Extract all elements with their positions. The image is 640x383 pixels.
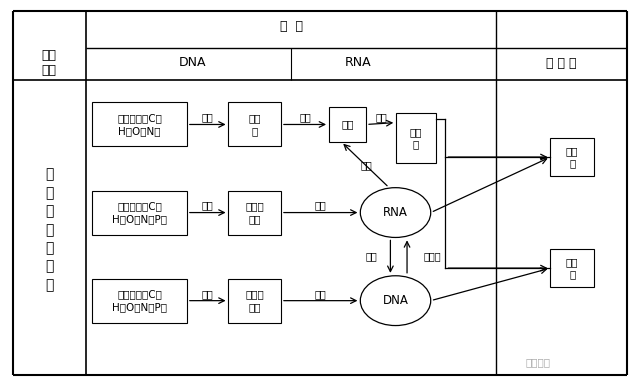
FancyBboxPatch shape — [329, 107, 366, 142]
Text: 聚合: 聚合 — [315, 201, 326, 211]
Text: 核糖
体: 核糖 体 — [566, 146, 579, 168]
Text: 翻译: 翻译 — [361, 160, 372, 170]
Text: 氨基
酸: 氨基 酸 — [248, 113, 261, 136]
FancyBboxPatch shape — [228, 190, 281, 234]
Text: 蛋白
质: 蛋白 质 — [410, 127, 422, 149]
Text: 转录: 转录 — [365, 252, 377, 262]
Text: 聚合: 聚合 — [315, 289, 326, 299]
Ellipse shape — [360, 188, 431, 237]
Text: 核糖核
苷酸: 核糖核 苷酸 — [245, 201, 264, 224]
Text: 高中生物: 高中生物 — [525, 357, 550, 367]
Text: 比较
项目: 比较 项目 — [42, 49, 57, 77]
Ellipse shape — [360, 276, 431, 326]
Text: 逆转录: 逆转录 — [424, 252, 442, 262]
Text: DNA: DNA — [383, 294, 408, 307]
Text: 折叠: 折叠 — [375, 113, 387, 123]
FancyBboxPatch shape — [92, 190, 187, 234]
FancyBboxPatch shape — [550, 138, 594, 176]
Text: 化学元素（C、
H、O、N）: 化学元素（C、 H、O、N） — [117, 113, 162, 136]
FancyBboxPatch shape — [550, 249, 594, 287]
FancyBboxPatch shape — [92, 102, 187, 146]
Text: 核  酸: 核 酸 — [280, 20, 303, 33]
Text: 蛋 白 质: 蛋 白 质 — [546, 57, 577, 70]
Text: 染色
体: 染色 体 — [566, 257, 579, 279]
Text: 组成: 组成 — [202, 289, 214, 299]
FancyBboxPatch shape — [92, 279, 187, 322]
FancyBboxPatch shape — [396, 113, 436, 163]
Text: 化学元素（C、
H、O、N、P）: 化学元素（C、 H、O、N、P） — [112, 290, 167, 312]
Text: 三
者
之
间
的
关
系: 三 者 之 间 的 关 系 — [45, 168, 54, 292]
Text: RNA: RNA — [383, 206, 408, 219]
FancyBboxPatch shape — [228, 102, 281, 146]
Text: 组成: 组成 — [202, 201, 214, 211]
FancyBboxPatch shape — [228, 279, 281, 322]
Text: 组成: 组成 — [202, 113, 214, 123]
Text: 脱氧核
苷酸: 脱氧核 苷酸 — [245, 290, 264, 312]
Text: 聚合: 聚合 — [299, 113, 311, 123]
Text: 化学元素（C、
H、O、N、P）: 化学元素（C、 H、O、N、P） — [112, 201, 167, 224]
Text: 肽链: 肽链 — [341, 119, 354, 129]
Text: DNA: DNA — [179, 56, 205, 69]
Text: RNA: RNA — [345, 56, 372, 69]
